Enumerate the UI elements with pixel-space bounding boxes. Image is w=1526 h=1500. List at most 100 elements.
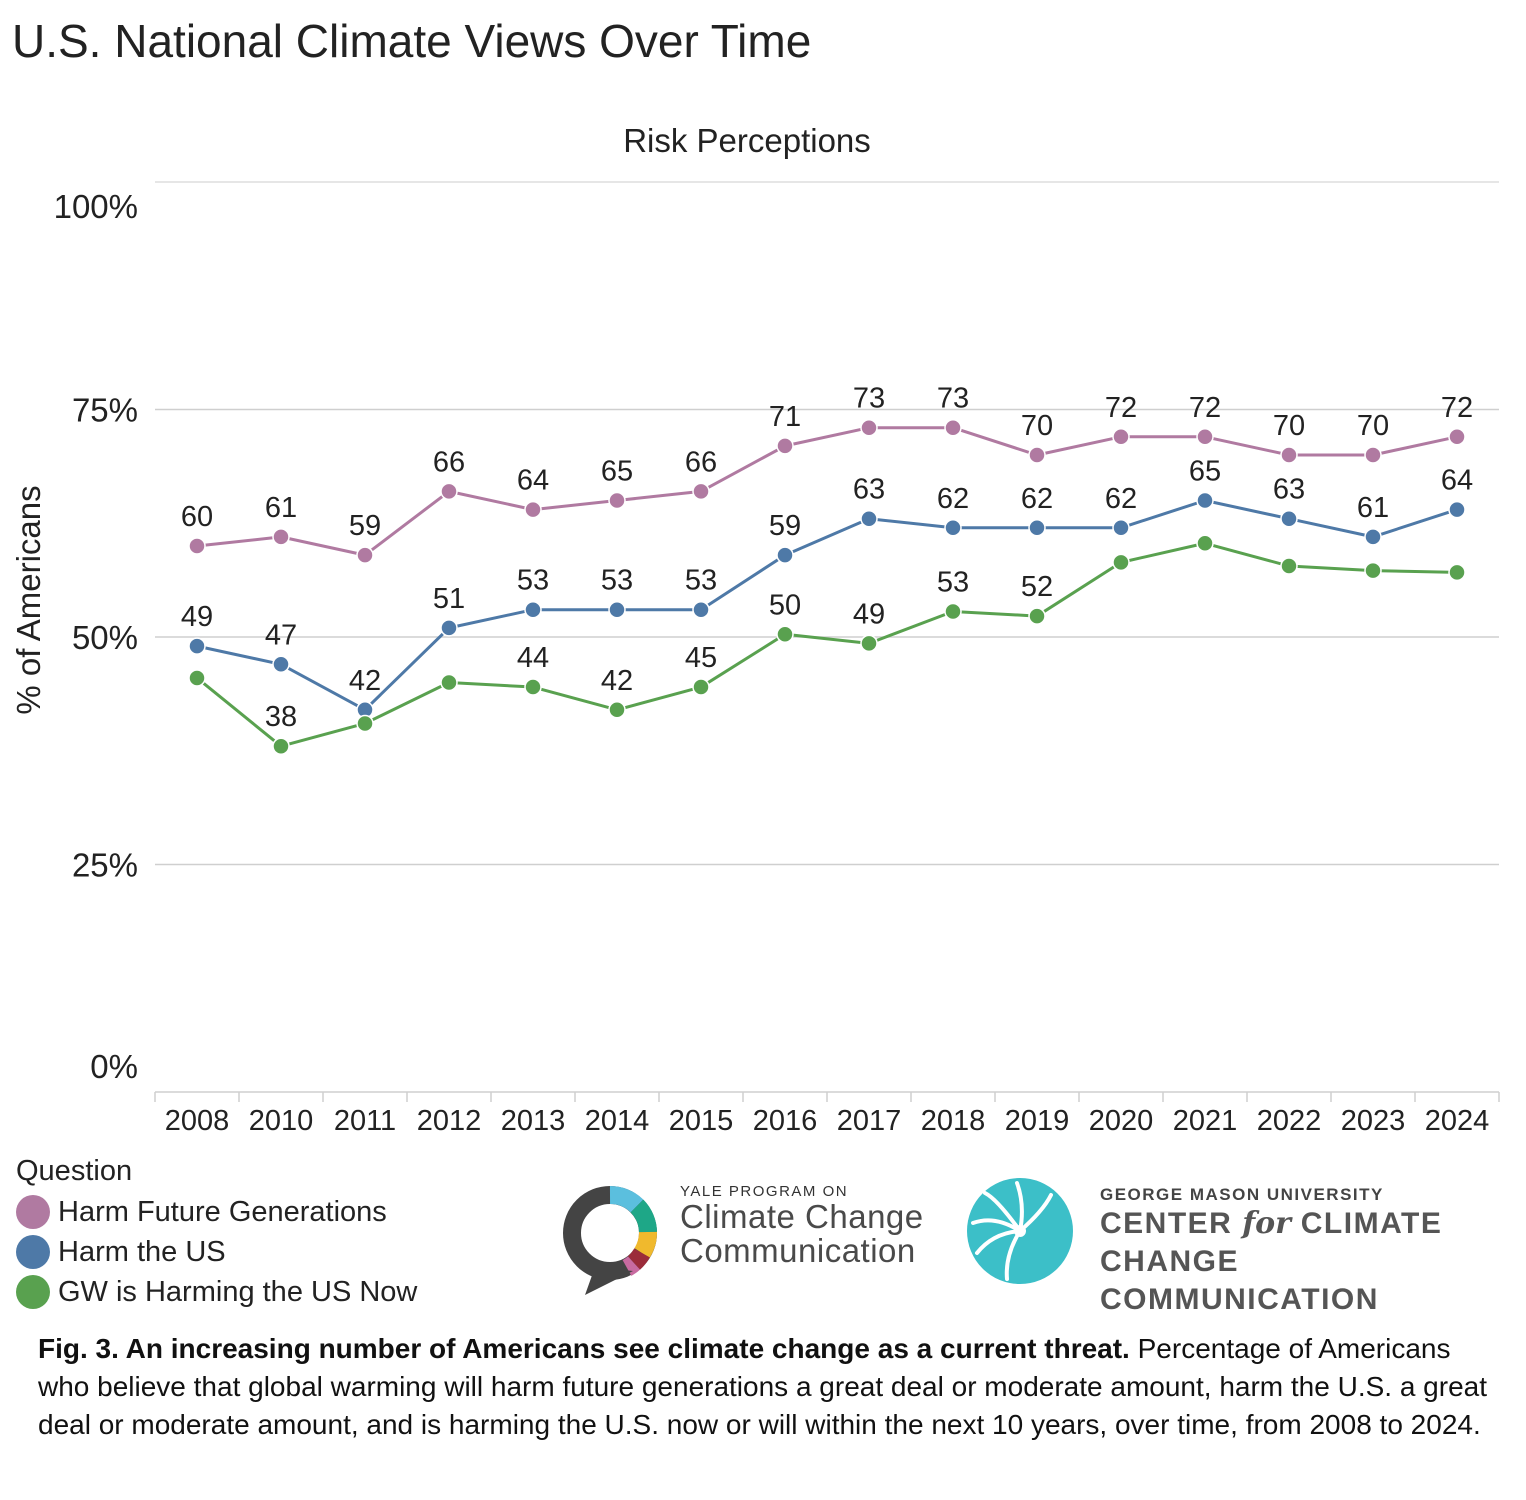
data-point	[1112, 519, 1130, 537]
data-label: 53	[601, 565, 633, 597]
x-tick-label: 2018	[921, 1105, 986, 1137]
legend-label: GW is Harming the US Now	[58, 1275, 418, 1308]
x-tick-label: 2015	[669, 1105, 734, 1137]
y-tick-label: 0%	[90, 1048, 138, 1085]
data-label: 61	[1357, 492, 1389, 524]
legend-item-harm-the-us: Harm the US	[16, 1232, 417, 1272]
data-point	[1364, 561, 1382, 580]
y-tick-label: 75%	[72, 392, 138, 429]
gridlines	[155, 181, 1499, 866]
speech-bubble-icon	[563, 1185, 657, 1295]
data-point	[1280, 509, 1298, 528]
data-point	[1448, 500, 1466, 519]
data-label: 72	[1441, 392, 1473, 424]
caption-text: Percentage of Americans who believe that…	[38, 1333, 1487, 1440]
x-tick-label: 2024	[1425, 1105, 1490, 1137]
data-point	[608, 491, 626, 510]
data-label: 66	[685, 446, 717, 478]
legend-item-gw-harming-us-now: GW is Harming the US Now	[16, 1272, 417, 1312]
x-tick-label: 2021	[1173, 1105, 1238, 1137]
legend-swatch-icon	[16, 1235, 50, 1269]
legend-label: Harm Future Generations	[58, 1195, 387, 1228]
x-tick-label: 2012	[417, 1105, 482, 1137]
x-tick-label: 2013	[501, 1105, 566, 1137]
data-label: 45	[685, 642, 717, 674]
data-point	[860, 509, 878, 528]
data-label: 62	[1021, 483, 1053, 515]
data-label: 71	[769, 401, 801, 433]
x-tick-label: 2023	[1341, 1105, 1406, 1137]
data-point	[1196, 491, 1214, 510]
data-label: 47	[265, 619, 297, 651]
data-point	[188, 669, 206, 687]
data-point	[776, 546, 794, 564]
yale-logo-line3: Communication	[680, 1232, 916, 1269]
x-tick-label: 2022	[1257, 1105, 1322, 1137]
data-label: 70	[1021, 410, 1053, 442]
x-tick-label: 2011	[334, 1105, 396, 1137]
data-point	[692, 600, 710, 619]
data-point	[608, 701, 626, 719]
data-point	[776, 625, 794, 644]
gmu-logo-line3: COMMUNICATION	[1100, 1283, 1379, 1316]
x-tick-label: 2010	[249, 1105, 314, 1137]
y-tick-label: 50%	[72, 619, 138, 656]
data-point	[944, 602, 962, 621]
data-label: 72	[1105, 392, 1137, 424]
data-label: 53	[685, 565, 717, 597]
data-label: 51	[433, 583, 465, 615]
data-label: 59	[349, 510, 381, 542]
page-title: U.S. National Climate Views Over Time	[12, 15, 812, 67]
series-line	[196, 426, 1458, 557]
data-point	[356, 714, 374, 733]
x-tick-label: 2019	[1005, 1105, 1070, 1137]
data-point	[1448, 563, 1466, 582]
legend-label: Harm the US	[58, 1235, 226, 1268]
data-label: 62	[937, 483, 969, 515]
data-label: 49	[853, 598, 885, 630]
data-label: 73	[853, 383, 885, 415]
yale-logo: YALE PROGRAM ON Climate Change Communica…	[555, 1175, 935, 1300]
data-point	[188, 537, 206, 555]
data-point	[356, 546, 374, 564]
data-point	[1280, 446, 1298, 464]
data-point	[692, 678, 710, 696]
data-label: 64	[1441, 465, 1473, 497]
data-point	[272, 528, 290, 546]
data-point	[440, 482, 458, 501]
data-label: 63	[1273, 474, 1305, 506]
y-axis-label: % of Americans	[10, 485, 47, 714]
data-point	[272, 655, 290, 674]
y-tick-label: 100%	[54, 188, 138, 225]
data-label: 70	[1357, 410, 1389, 442]
data-label: 53	[517, 565, 549, 597]
figure-caption: Fig. 3. An increasing number of American…	[38, 1330, 1498, 1444]
data-label: 62	[1105, 483, 1137, 515]
y-tick-label: 25%	[72, 847, 138, 884]
data-point	[944, 519, 962, 537]
data-point	[272, 737, 290, 755]
data-label: 61	[265, 492, 297, 524]
data-label: 66	[433, 446, 465, 478]
data-label: 52	[1021, 571, 1053, 603]
starburst-icon	[967, 1178, 1073, 1284]
data-point	[1196, 534, 1214, 553]
legend-swatch-icon	[16, 1275, 50, 1309]
data-point	[944, 418, 962, 437]
caption-bold: Fig. 3. An increasing number of American…	[38, 1333, 1130, 1364]
data-point	[1364, 446, 1382, 464]
data-point	[524, 600, 542, 619]
gmu-logo-line2: CENTER for CLIMATE CHANGE	[1100, 1206, 1443, 1278]
data-label: 64	[517, 465, 549, 497]
legend-swatch-icon	[16, 1195, 50, 1229]
series-lines	[188, 418, 1466, 755]
chart-title: Risk Perceptions	[623, 122, 871, 159]
yale-logo-line2: Climate Change	[680, 1198, 924, 1235]
data-point	[188, 637, 206, 655]
data-label: 63	[853, 474, 885, 506]
data-point	[860, 418, 878, 437]
gmu-logo-line1: GEORGE MASON UNIVERSITY	[1100, 1185, 1384, 1204]
data-point	[1112, 553, 1130, 572]
x-tick-label: 2017	[837, 1105, 902, 1137]
data-point	[1028, 519, 1046, 537]
